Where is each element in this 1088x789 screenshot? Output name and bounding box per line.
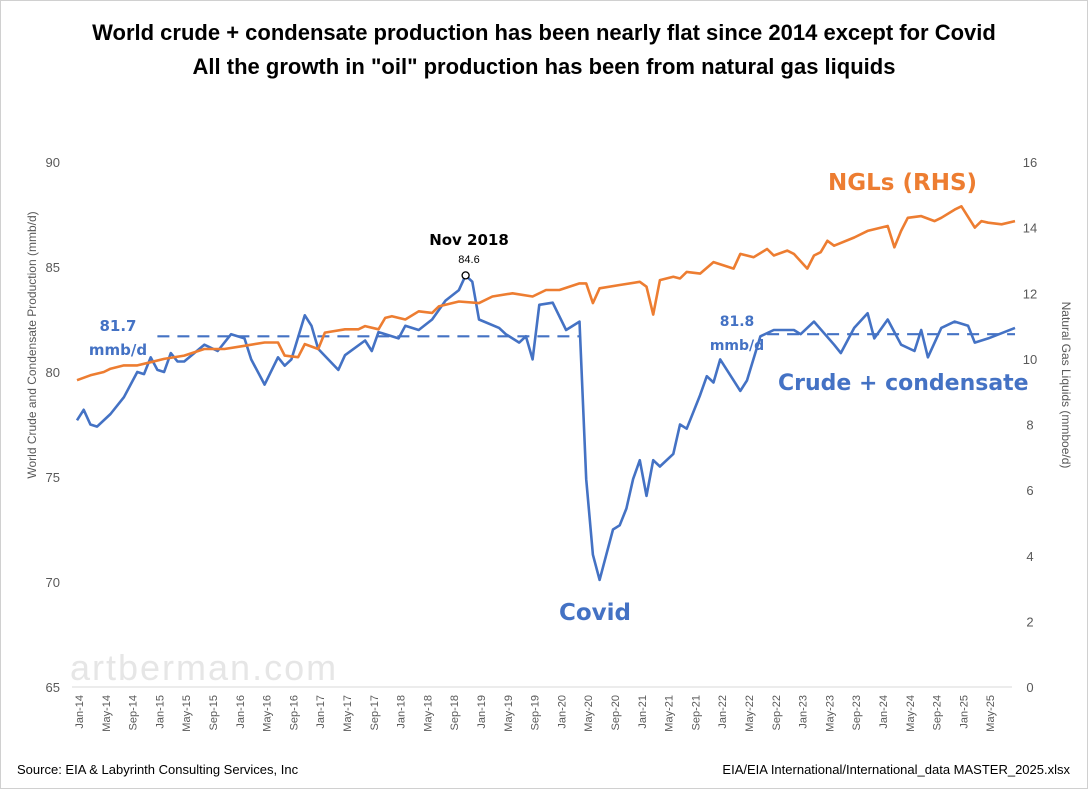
- x-tick-label: May-22: [744, 695, 756, 732]
- x-tick-label: May-18: [422, 695, 434, 732]
- x-tick-label: May-21: [664, 695, 676, 732]
- x-tick-label: May-14: [101, 695, 113, 732]
- x-tick-label: May-15: [181, 695, 193, 732]
- y-axis-title: World Crude and Condensate Production (m…: [25, 211, 39, 478]
- x-tick-label: May-23: [824, 695, 836, 732]
- ref-label-unit: mmb/d: [89, 341, 147, 359]
- x-tick-label: Jan-23: [798, 695, 810, 729]
- watermark: artberman.com: [70, 647, 338, 688]
- y-tick-label: 85: [46, 260, 60, 275]
- y2-tick-label: 16: [1023, 155, 1037, 170]
- y2-tick-label: 2: [1026, 614, 1033, 629]
- y2-tick-label: 14: [1023, 221, 1037, 236]
- x-tick-label: May-16: [262, 695, 274, 732]
- y2-axis-title: Natural Gas Liquids (mmboe/d): [1059, 302, 1073, 469]
- ref-label-unit: mmb/d: [710, 338, 764, 354]
- peak-date-label: Nov 2018: [429, 231, 509, 249]
- x-tick-label: Sep-17: [369, 695, 381, 730]
- x-tick-label: May-17: [342, 695, 354, 732]
- x-tick-label: Jan-17: [315, 695, 327, 729]
- x-tick-label: May-25: [985, 695, 997, 732]
- x-tick-label: Jan-19: [476, 695, 488, 729]
- x-tick-label: Jan-15: [154, 695, 166, 729]
- ngl-series-label: NGLs (RHS): [828, 170, 977, 196]
- crude-series-label: Crude + condensate: [778, 371, 1029, 396]
- file-note: EIA/EIA International/International_data…: [722, 762, 1070, 777]
- ref-label-value: 81.7: [99, 317, 136, 335]
- y2-tick-label: 12: [1023, 286, 1037, 301]
- y-tick-label: 75: [46, 470, 60, 485]
- x-tick-label: Jan-22: [717, 695, 729, 729]
- y2-tick-label: 10: [1023, 352, 1037, 367]
- x-tick-label: May-19: [503, 695, 515, 732]
- x-tick-label: Sep-14: [128, 695, 140, 730]
- x-tick-label: Jan-16: [235, 695, 247, 729]
- y-tick-label: 65: [46, 680, 60, 695]
- covid-label: Covid: [559, 600, 631, 626]
- source-note: Source: EIA & Labyrinth Consulting Servi…: [17, 762, 299, 777]
- y2-tick-label: 6: [1026, 483, 1033, 498]
- x-tick-label: Sep-24: [932, 695, 944, 730]
- x-tick-label: Jan-21: [637, 695, 649, 729]
- x-tick-label: May-24: [905, 695, 917, 732]
- chart-title: World crude + condensate production has …: [92, 20, 996, 45]
- x-tick-label: Jan-14: [74, 695, 86, 729]
- x-tick-label: Jan-24: [878, 695, 890, 729]
- x-tick-label: Jan-25: [958, 695, 970, 729]
- y2-tick-label: 4: [1026, 549, 1033, 564]
- x-tick-label: Jan-18: [396, 695, 408, 729]
- y-tick-label: 80: [46, 365, 60, 380]
- y2-tick-label: 0: [1026, 680, 1033, 695]
- x-tick-label: Jan-20: [556, 695, 568, 729]
- x-tick-label: Sep-22: [771, 695, 783, 730]
- chart-subtitle: All the growth in "oil" production has b…: [192, 54, 896, 79]
- x-tick-label: Sep-16: [288, 695, 300, 730]
- ref-label-value: 81.8: [720, 314, 755, 330]
- y-tick-label: 90: [46, 155, 60, 170]
- x-tick-label: Sep-18: [449, 695, 461, 730]
- y-tick-label: 70: [46, 575, 60, 590]
- series-line-ngl: [76, 205, 1016, 382]
- x-tick-label: Sep-15: [208, 695, 220, 730]
- x-tick-label: Sep-21: [690, 695, 702, 730]
- peak-value-label: 84.6: [458, 254, 479, 266]
- y2-tick-label: 8: [1026, 418, 1033, 433]
- series-line-crude: [75, 274, 1016, 582]
- x-tick-label: Sep-19: [530, 695, 542, 730]
- x-tick-label: Sep-23: [851, 695, 863, 730]
- x-tick-label: Sep-20: [610, 695, 622, 730]
- peak-marker: [461, 271, 470, 280]
- x-tick-label: May-20: [583, 695, 595, 732]
